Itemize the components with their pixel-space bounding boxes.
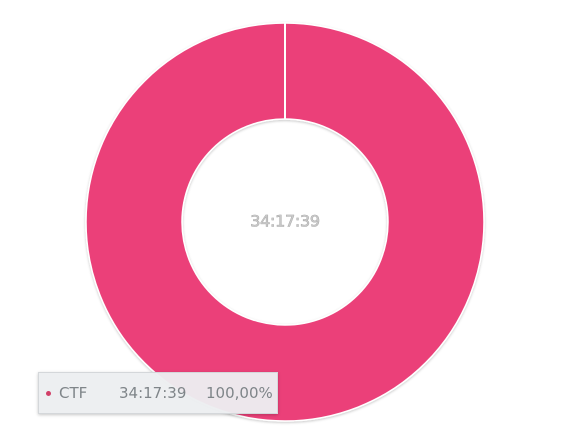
tooltip-category: CTF [59, 384, 88, 402]
slice-tooltip: CTF 34:17:39 100,00% [38, 372, 278, 414]
tooltip-value: 34:17:39 [119, 384, 187, 402]
center-total-label: 34:17:39 [250, 212, 320, 231]
donut-slice-ctf[interactable] [85, 22, 485, 422]
tooltip-percent: 100,00% [206, 384, 273, 402]
slice-group [85, 22, 485, 422]
series-color-dot [46, 390, 51, 396]
